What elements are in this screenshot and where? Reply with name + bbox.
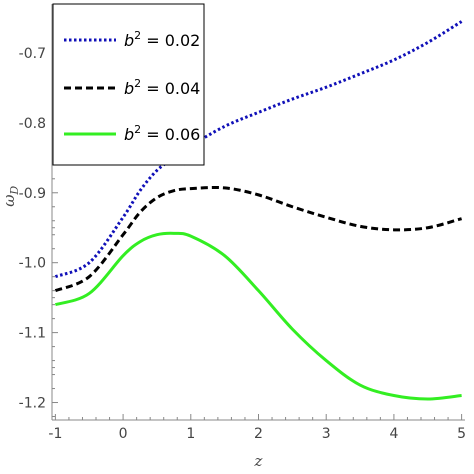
legend-box [52,3,205,166]
x-tick-label: 2 [254,426,263,442]
axes: -1 0 1 2 3 4 5 -0.7 -0.8 -0.9 -1.0 -1.1 -1.2 z ωD [0,4,466,470]
y-tick-label: -1.1 [19,326,46,342]
x-axis-title: z [254,452,263,470]
x-tick-label: -1 [48,426,62,442]
y-tick-label: -1.2 [19,396,46,412]
y-tick-label: -1.0 [19,256,46,272]
y-tick-label: -0.7 [19,46,46,62]
legend: b2 = 0.02 b2 = 0.04 b2 = 0.06 [52,3,205,166]
legend-label: b2 = 0.06 [124,123,200,144]
x-tick-label: 0 [119,426,128,442]
y-tick-label: -0.8 [19,116,46,132]
x-tick-label: 5 [457,426,466,442]
legend-label: b2 = 0.04 [124,77,200,98]
x-tick-label: 4 [389,426,398,442]
x-tick-label: 1 [186,426,195,442]
x-tick-label: 3 [322,426,331,442]
y-tick-label: -0.9 [19,186,46,202]
series-line-2 [54,185,463,293]
y-axis-title: ωD [0,186,21,207]
series-line-3 [54,231,462,401]
legend-label: b2 = 0.02 [124,29,200,50]
series-group [54,20,463,401]
